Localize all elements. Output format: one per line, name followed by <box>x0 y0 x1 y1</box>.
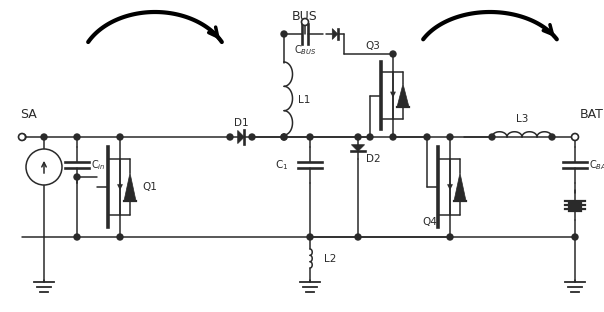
Text: BAT: BAT <box>580 109 604 121</box>
Text: Q3: Q3 <box>365 41 380 51</box>
Circle shape <box>572 234 578 240</box>
Circle shape <box>281 134 287 140</box>
Circle shape <box>117 134 123 140</box>
Circle shape <box>489 134 495 140</box>
Text: C$_{BAT}$: C$_{BAT}$ <box>589 158 604 172</box>
Circle shape <box>390 134 396 140</box>
Text: C$_{BUS}$: C$_{BUS}$ <box>294 43 316 57</box>
Text: Q4: Q4 <box>422 217 437 227</box>
Circle shape <box>301 18 309 26</box>
Circle shape <box>227 134 233 140</box>
Circle shape <box>424 134 430 140</box>
Circle shape <box>549 134 555 140</box>
Circle shape <box>307 134 313 140</box>
Text: L2: L2 <box>324 254 336 264</box>
Circle shape <box>571 134 579 140</box>
Circle shape <box>447 134 453 140</box>
Circle shape <box>26 149 62 185</box>
Polygon shape <box>397 84 409 107</box>
Circle shape <box>355 134 361 140</box>
Text: D1: D1 <box>234 118 248 128</box>
Polygon shape <box>332 29 338 39</box>
Text: Q1: Q1 <box>142 182 157 192</box>
Text: C$_1$: C$_1$ <box>275 158 288 172</box>
Circle shape <box>307 234 313 240</box>
Circle shape <box>355 234 361 240</box>
Circle shape <box>390 51 396 57</box>
Circle shape <box>74 234 80 240</box>
Text: D2: D2 <box>366 154 381 164</box>
Text: C$_{in}$: C$_{in}$ <box>91 158 106 172</box>
Circle shape <box>19 134 25 140</box>
Polygon shape <box>238 130 244 144</box>
Circle shape <box>281 31 287 37</box>
Text: BUS: BUS <box>292 9 318 22</box>
Circle shape <box>20 134 26 140</box>
Circle shape <box>74 174 80 180</box>
Text: L3: L3 <box>516 114 528 124</box>
Circle shape <box>281 134 287 140</box>
Circle shape <box>117 234 123 240</box>
Text: SA: SA <box>20 109 37 121</box>
Text: L1: L1 <box>298 95 310 105</box>
Circle shape <box>74 134 80 140</box>
Circle shape <box>572 134 578 140</box>
Circle shape <box>367 134 373 140</box>
Polygon shape <box>352 145 365 151</box>
Polygon shape <box>124 173 136 201</box>
Circle shape <box>249 134 255 140</box>
Circle shape <box>41 134 47 140</box>
Circle shape <box>447 234 453 240</box>
Polygon shape <box>454 173 466 201</box>
